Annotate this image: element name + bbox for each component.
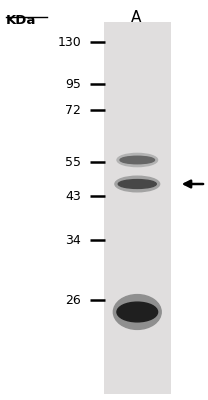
Ellipse shape <box>118 180 156 188</box>
Text: 130: 130 <box>57 36 81 48</box>
Ellipse shape <box>117 302 158 322</box>
Text: KDa: KDa <box>6 14 37 27</box>
Ellipse shape <box>115 176 160 192</box>
Text: 55: 55 <box>65 156 81 168</box>
Text: 43: 43 <box>65 190 81 202</box>
Text: A: A <box>131 10 141 25</box>
Text: 34: 34 <box>65 234 81 246</box>
Text: 26: 26 <box>65 294 81 306</box>
Ellipse shape <box>120 156 155 164</box>
Ellipse shape <box>113 294 161 330</box>
Text: 95: 95 <box>65 78 81 90</box>
Ellipse shape <box>117 153 158 166</box>
Bar <box>104 22 171 394</box>
Text: 72: 72 <box>65 104 81 116</box>
